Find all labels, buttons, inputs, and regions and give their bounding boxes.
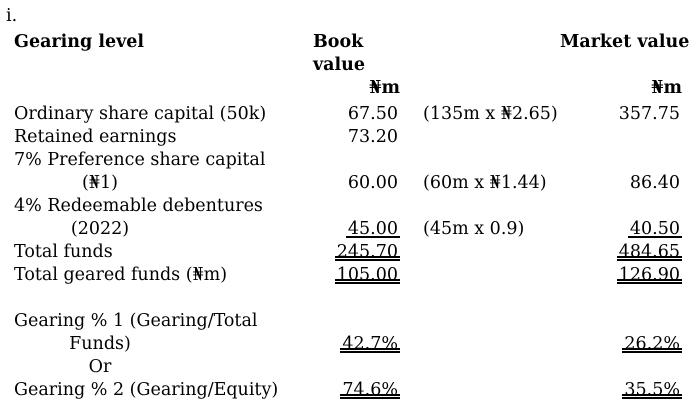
table-row: Ordinary share capital (50k) 67.50 (135m… [14, 103, 684, 126]
header-gearing-level: Gearing level [14, 32, 145, 52]
row-label: Total funds [14, 242, 113, 262]
row-label: Gearing % 2 (Gearing/Equity) [14, 380, 279, 400]
table-row: Funds) 42.7% 26.2% [14, 333, 684, 356]
table-row: 4% Redeemable debentures [14, 195, 684, 218]
book-value-cell: 73.20 [310, 126, 400, 149]
book-value-cell: 67.50 [310, 103, 400, 126]
table-row: (₦1) 60.00 (60m x ₦1.44) 86.40 [14, 172, 684, 195]
book-value-cell: 45.00 [310, 218, 400, 241]
calc-note: (60m x ₦1.44) [423, 173, 547, 193]
header-calc-spacer [400, 31, 560, 77]
row-label-continuation: (2022) [70, 219, 130, 239]
row-label-continuation: Funds) [69, 334, 131, 354]
market-value: 86.40 [629, 173, 680, 193]
table-units-row: ₦m ₦m [14, 77, 684, 100]
row-label: 4% Redeemable debentures [14, 196, 263, 216]
table-row: Total funds 245.70 484.65 [14, 241, 684, 264]
book-value: 105.00 [334, 265, 400, 285]
market-value: 357.75 [618, 104, 680, 124]
market-value-cell: 35.5% [560, 379, 682, 402]
book-value-cell: 60.00 [310, 172, 400, 195]
market-value: 484.65 [616, 242, 682, 262]
book-value: 73.20 [347, 127, 398, 147]
market-value-cell: 484.65 [560, 241, 682, 264]
table-row: Total geared funds (₦m) 105.00 126.90 [14, 264, 684, 287]
row-label: Gearing % 1 (Gearing/Total [14, 311, 258, 331]
table-row: (2022) 45.00 (45m x 0.9) 40.50 [14, 218, 684, 241]
book-value-cell: 74.6% [310, 379, 400, 402]
market-value: 26.2% [622, 334, 682, 354]
table-row: Gearing % 1 (Gearing/Total [14, 310, 684, 333]
market-unit-label: ₦m [651, 78, 682, 98]
table-row: Or [14, 356, 684, 379]
book-value: 67.50 [347, 104, 398, 124]
book-value-cell: 42.7% [310, 333, 400, 356]
market-value-cell: 40.50 [560, 218, 682, 241]
market-value: 35.5% [622, 380, 682, 400]
row-label-continuation: (₦1) [82, 173, 118, 193]
header-book-value: Book value [313, 32, 366, 75]
spacer-row [14, 287, 684, 310]
table-header-row: Gearing level Book value Market value [14, 31, 690, 77]
row-label-continuation: Or [88, 357, 112, 377]
book-value: 245.70 [334, 242, 400, 262]
header-market-value: Market value [560, 32, 690, 52]
row-label: Total geared funds (₦m) [14, 265, 228, 285]
book-value-cell: 105.00 [310, 264, 400, 287]
row-label: Ordinary share capital (50k) [14, 104, 267, 124]
table-row: 7% Preference share capital [14, 149, 684, 172]
calc-note: (45m x 0.9) [423, 219, 525, 239]
market-value-cell: 126.90 [560, 264, 682, 287]
table-row: Gearing % 2 (Gearing/Equity) 74.6% 35.5% [14, 379, 684, 402]
item-marker: i. [6, 6, 18, 26]
row-label: 7% Preference share capital [14, 150, 266, 170]
book-unit-label: ₦m [369, 78, 400, 98]
book-value-cell: 245.70 [310, 241, 400, 264]
gearing-table: Gearing level Book value Market value ₦m… [14, 31, 690, 402]
book-value: 60.00 [347, 173, 398, 193]
market-value: 40.50 [627, 219, 682, 239]
market-value-cell: 357.75 [560, 103, 682, 126]
header-book-value-cell: Book value [310, 31, 400, 77]
market-value-cell: 86.40 [560, 172, 682, 195]
row-label: Retained earnings [14, 127, 177, 147]
table-row: Retained earnings 73.20 [14, 126, 684, 149]
market-value: 126.90 [616, 265, 682, 285]
book-value: 45.00 [345, 219, 400, 239]
calc-note: (135m x ₦2.65) [423, 104, 558, 124]
book-value: 42.7% [340, 334, 400, 354]
market-value-cell: 26.2% [560, 333, 682, 356]
book-value: 74.6% [340, 380, 400, 400]
